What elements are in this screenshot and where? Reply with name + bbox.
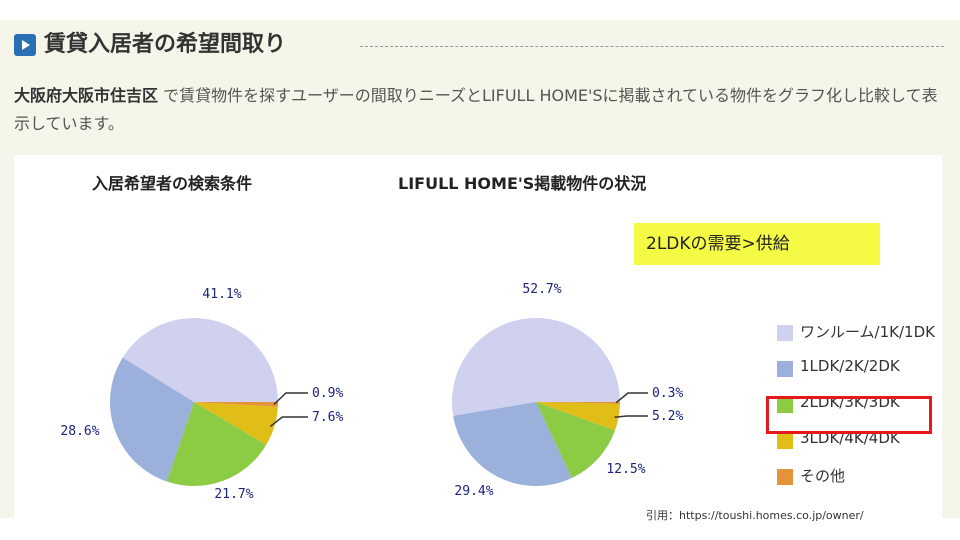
source-citation: 引用：https://toushi.homes.co.jp/owner/: [646, 509, 864, 522]
legend-swatch: [777, 469, 793, 485]
data-label: 41.1%: [202, 287, 241, 302]
pie-slice: [452, 318, 620, 416]
legend-item: ワンルーム/1K/1DK: [774, 317, 942, 353]
data-label: 52.7%: [522, 282, 561, 297]
pie-slice: [536, 402, 620, 431]
leader-line: [273, 392, 308, 405]
highlight-box: [766, 396, 932, 434]
chart-panel: 入居希望者の検索条件 LIFULL HOME'S掲載物件の状況 2LDKの需要>…: [14, 155, 942, 522]
leader-line: [269, 416, 308, 428]
legend-label: その他: [800, 467, 846, 485]
legend-swatch: [777, 433, 793, 449]
chart-title-supply: LIFULL HOME'S掲載物件の状況: [398, 174, 647, 193]
data-label: 7.6%: [312, 410, 343, 425]
data-label: 0.9%: [312, 386, 343, 401]
pie-chart-0: 41.1% 28.6% 21.7% 0.9% 7.6%: [60, 287, 343, 502]
description-text: で賃貸物件を探すユーザーの間取りニーズとLIFULL HOME'Sに掲載されてい…: [14, 86, 938, 133]
section-title: 賃貸入居者の希望間取り: [44, 32, 287, 57]
data-label: 0.3%: [652, 386, 683, 401]
pie-slice: [109, 357, 194, 482]
description: 大阪府大阪市住吉区 で賃貸物件を探すユーザーの間取りニーズとLIFULL HOM…: [14, 82, 944, 138]
title-divider: [360, 46, 944, 47]
data-label: 21.7%: [214, 487, 253, 502]
legend-swatch: [777, 325, 793, 341]
area-name: 大阪府大阪市住吉区: [14, 86, 159, 105]
data-label: 29.4%: [454, 484, 493, 499]
pie-charts: 41.1% 28.6% 21.7% 0.9% 7.6% 52.7% 29.4% 12.5% 0.…: [60, 282, 683, 502]
legend-label: 1LDK/2K/2DK: [800, 357, 900, 375]
pie-slice: [536, 402, 620, 404]
play-icon: [14, 34, 36, 56]
legend-swatch: [777, 361, 793, 377]
legend-item: 1LDK/2K/2DK: [774, 353, 942, 389]
leader-line: [615, 392, 648, 404]
pie-slice: [194, 402, 278, 407]
pie-slice: [536, 402, 616, 478]
content-frame: 賃貸入居者の希望間取り 大阪府大阪市住吉区 で賃貸物件を探すユーザーの間取りニー…: [0, 20, 960, 522]
section-header: 賃貸入居者の希望間取り: [14, 30, 944, 60]
pie-slice: [122, 318, 278, 402]
leader-line: [614, 415, 648, 418]
legend-swatch: [777, 397, 793, 413]
data-label: 5.2%: [652, 409, 683, 424]
pie-chart-1: 52.7% 29.4% 12.5% 0.3% 5.2%: [452, 282, 683, 499]
chart-title-demand: 入居希望者の検索条件: [92, 174, 253, 193]
pie-slice: [453, 402, 572, 487]
pie-slice: [166, 402, 267, 486]
callout-note: 2LDKの需要>供給: [634, 223, 880, 265]
pie-slice: [194, 402, 278, 445]
data-label: 28.6%: [60, 424, 99, 439]
legend-item: その他: [774, 461, 942, 497]
data-label: 12.5%: [606, 462, 645, 477]
legend-label: ワンルーム/1K/1DK: [800, 323, 935, 341]
